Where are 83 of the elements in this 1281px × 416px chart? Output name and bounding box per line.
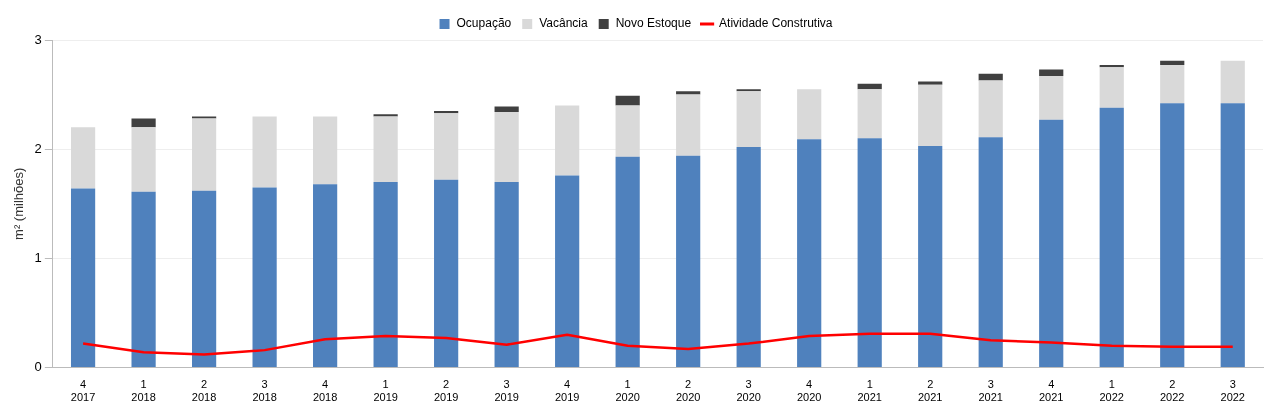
bar: [857, 138, 882, 368]
bar: [1099, 107, 1124, 368]
x-tick-label: 1 2019: [373, 378, 398, 404]
bar: [192, 116, 217, 119]
bar: [1160, 103, 1185, 368]
bar: [70, 188, 96, 368]
bar: [313, 184, 338, 368]
bar: [1160, 60, 1185, 66]
x-tick-label: 1 2021: [857, 378, 882, 404]
x-tick-label: 2 2021: [917, 378, 943, 404]
bar: [676, 155, 701, 368]
bar: [70, 127, 96, 189]
bar: [615, 95, 640, 106]
bar: [1220, 103, 1245, 368]
bar: [131, 127, 156, 192]
bar: [434, 110, 459, 114]
bar: [131, 191, 156, 368]
bar: [615, 156, 640, 368]
bar: [918, 145, 943, 368]
bar: [313, 116, 338, 185]
bar: [1039, 69, 1064, 77]
bar: [494, 112, 519, 182]
bar: [1099, 65, 1124, 68]
bar: [978, 73, 1003, 81]
bar: [555, 175, 580, 368]
bar: [1039, 76, 1064, 120]
bar: [857, 89, 882, 139]
bar: [131, 118, 156, 128]
bar: [494, 106, 519, 113]
x-tick-label: 3 2020: [736, 378, 761, 404]
legend-label: Novo Estoque: [615, 16, 692, 31]
legend-label: Vacância: [539, 16, 589, 31]
y-tick-label: 1: [34, 249, 42, 265]
bar: [978, 80, 1003, 138]
bar: [736, 91, 761, 148]
x-tick-label: 1 2022: [1099, 378, 1124, 404]
bar: [676, 94, 701, 156]
x-tick-label: 4 2020: [796, 378, 822, 404]
bar: [797, 89, 822, 140]
bar: [373, 116, 398, 182]
y-axis-title: m² (milhões): [11, 167, 27, 240]
bar: [192, 118, 217, 191]
bar: [1099, 67, 1124, 108]
bar: [252, 187, 277, 368]
x-tick-label: 1 2018: [131, 378, 156, 404]
bar: [555, 105, 580, 176]
x-tick-label: 2 2018: [191, 378, 217, 404]
x-tick-label: 2 2020: [675, 378, 701, 404]
bar: [615, 105, 640, 157]
x-tick-label: 2 2022: [1160, 378, 1185, 404]
x-tick-label: 4 2018: [312, 378, 338, 404]
bar: [1220, 60, 1245, 104]
bar: [252, 116, 277, 188]
x-tick-label: 3 2019: [494, 378, 519, 404]
bar: [1160, 65, 1185, 104]
bar: [736, 89, 761, 92]
x-tick-label: 3 2021: [978, 378, 1003, 404]
bar: [918, 84, 943, 146]
bar: [373, 181, 398, 368]
x-tick-label: 3 2022: [1220, 378, 1245, 404]
x-tick-label: 4 2017: [70, 378, 96, 404]
x-tick-label: 4 2019: [554, 378, 580, 404]
legend-label: Ocupação: [456, 16, 512, 31]
bar: [676, 91, 701, 95]
bar: [373, 114, 398, 117]
legend-label: Atividade Construtiva: [719, 16, 833, 31]
y-tick-label: 2: [34, 140, 42, 156]
bar: [918, 81, 943, 85]
y-tick-label: 0: [34, 359, 42, 375]
bar: [434, 113, 459, 180]
x-tick-label: 3 2018: [252, 378, 277, 404]
bar: [736, 147, 761, 368]
bar: [434, 179, 459, 368]
bar: [857, 83, 882, 90]
bar: [797, 139, 822, 368]
bar: [494, 181, 519, 368]
bar: [192, 190, 217, 368]
x-tick-label: 2 2019: [433, 378, 459, 404]
y-tick-label: 3: [34, 31, 42, 47]
bar: [1039, 119, 1064, 368]
x-tick-label: 1 2020: [615, 378, 640, 404]
bar: [978, 137, 1003, 368]
x-tick-label: 4 2021: [1038, 378, 1064, 404]
